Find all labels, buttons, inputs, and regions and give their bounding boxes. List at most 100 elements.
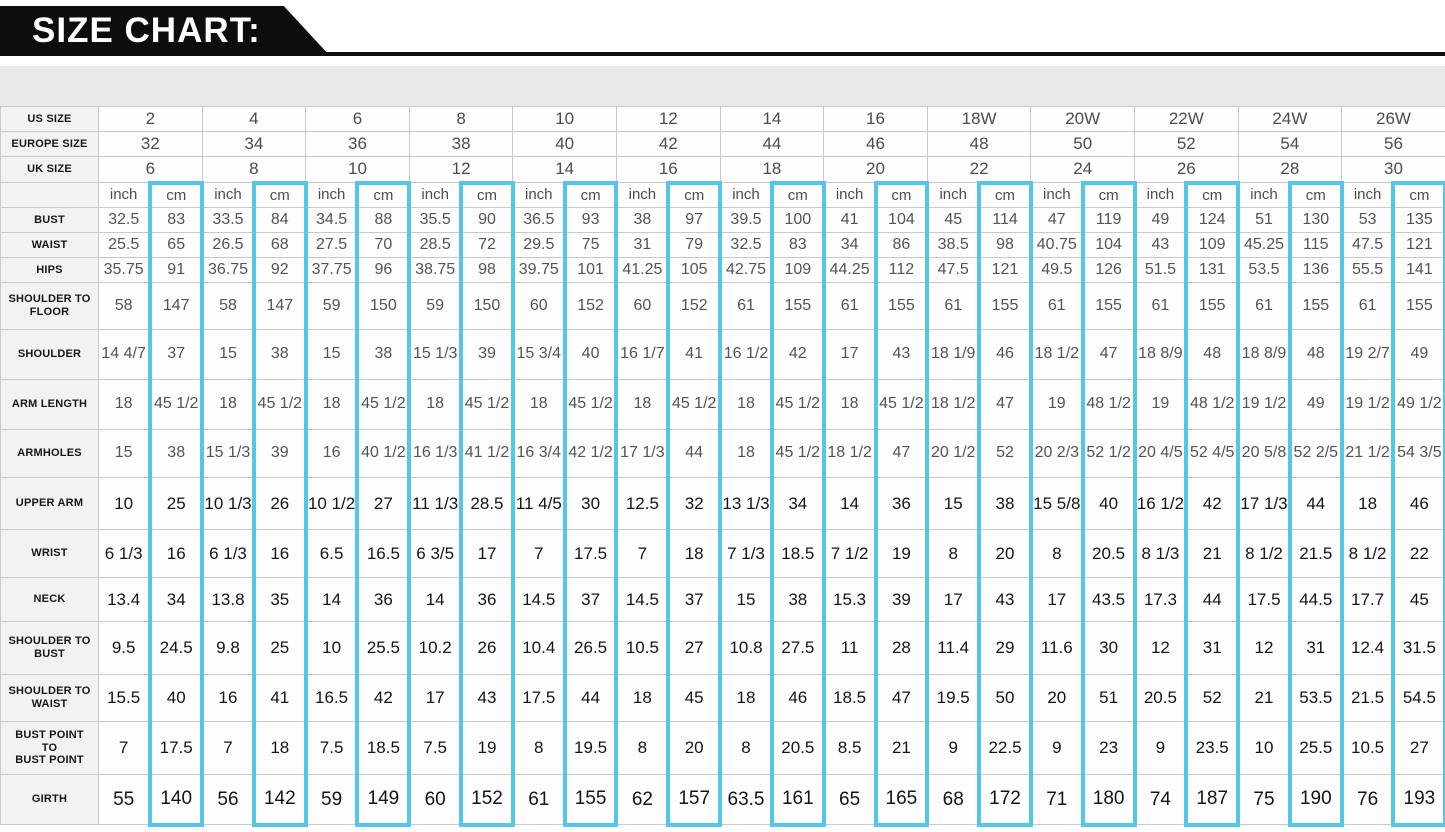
measurement-cm-cell: 52 4/5: [1184, 429, 1241, 478]
measurement-inch-cell: 41.25: [615, 257, 669, 283]
measurement-cm-cell: 155: [769, 282, 826, 330]
unit-cm-cell: cm: [459, 180, 515, 208]
measurement-cm-cell: 52: [1184, 674, 1241, 722]
measurement-inch-cell: 18: [719, 429, 773, 478]
measurement-cm-cell: 152: [562, 282, 619, 330]
measurement-inch-cell: 18: [305, 379, 358, 430]
measurement-cm-cell: 100: [769, 207, 826, 233]
unit-inch-cell: inch: [1134, 182, 1187, 208]
measurement-cm-cell: 36: [873, 477, 930, 530]
measurement-inch-cell: 14: [305, 577, 358, 622]
measurement-cm-cell: 27: [355, 477, 412, 530]
row-label: WRIST: [0, 529, 99, 578]
measurement-inch-cell: 32.5: [719, 232, 773, 258]
measurement-cm-cell: 45 1/2: [251, 379, 308, 430]
measurement-inch-cell: 38: [615, 207, 669, 233]
measurement-inch-cell: 56: [201, 774, 255, 825]
measurement-inch-cell: 32.5: [98, 207, 151, 233]
measurement-inch-cell: 14: [408, 577, 462, 622]
row-label: SHOULDER TO FLOOR: [0, 282, 99, 330]
measurement-cm-cell: 93: [562, 207, 619, 233]
measurement-inch-cell: 35.75: [98, 257, 151, 283]
measurement-cm-cell: 44: [562, 674, 619, 722]
unit-cm-cell: cm: [769, 180, 826, 208]
row-label: SHOULDER TO BUST: [0, 621, 99, 675]
measurement-cm-cell: 112: [873, 257, 930, 283]
measurement-cm-cell: 150: [355, 282, 412, 330]
measurement-cm-cell: 45 1/2: [769, 429, 826, 478]
unit-cm-cell: cm: [977, 180, 1033, 208]
measurement-cm-cell: 152: [666, 282, 723, 330]
measurement-inch-cell: 19: [1030, 379, 1084, 430]
measurement-inch-cell: 21: [1237, 674, 1291, 722]
measurement-inch-cell: 8 1/3: [1134, 529, 1187, 578]
measurement-cm-cell: 101: [562, 257, 619, 283]
measurement-inch-cell: 18: [1341, 477, 1394, 530]
size-value-cell: 28: [1237, 156, 1343, 183]
measurement-inch-cell: 51: [1237, 207, 1291, 233]
measurement-cm-cell: 130: [1287, 207, 1344, 233]
row-label: US SIZE: [0, 106, 99, 132]
size-value-cell: 18W: [926, 106, 1032, 132]
measurement-inch-cell: 61: [1030, 282, 1084, 330]
measurement-cm-cell: 52: [977, 429, 1033, 478]
measurement-inch-cell: 61: [1341, 282, 1394, 330]
measurement-inch-cell: 9.8: [201, 621, 255, 675]
size-value-cell: 20: [823, 156, 928, 183]
measurement-inch-cell: 6 1/3: [98, 529, 151, 578]
measurement-cm-cell: 47: [873, 429, 930, 478]
measurement-row: SHOULDER 14 4/7 37 15 38 15 38 15 1/3 39 15 3/4 40…: [0, 329, 1445, 380]
measurement-inch-cell: 18 1/2: [1030, 329, 1084, 380]
measurement-cm-cell: 152: [459, 774, 515, 827]
measurement-inch-cell: 18 1/2: [823, 429, 876, 478]
size-value-cell: 8: [408, 106, 514, 132]
measurement-inch-cell: 20 1/2: [926, 429, 980, 478]
measurement-cm-cell: 51: [1080, 674, 1137, 722]
measurement-cm-cell: 25.5: [355, 621, 412, 675]
size-value-cell: 14: [719, 106, 825, 132]
measurement-cm-cell: 25: [148, 477, 205, 530]
measurement-cm-cell: 31.5: [1391, 621, 1445, 675]
measurement-inch-cell: 8: [719, 721, 773, 775]
size-value-cell: 30: [1341, 156, 1445, 183]
measurement-cm-cell: 90: [459, 207, 515, 233]
measurement-inch-cell: 12.4: [1341, 621, 1394, 675]
size-value-cell: 56: [1341, 131, 1445, 157]
measurement-inch-cell: 60: [512, 282, 566, 330]
measurement-cm-cell: 119: [1080, 207, 1137, 233]
measurement-inch-cell: 10.5: [615, 621, 669, 675]
measurement-inch-cell: 59: [305, 282, 358, 330]
measurement-cm-cell: 45: [666, 674, 723, 722]
size-header-row: US SIZE 2 4 6 8 10 12 14 16 18W 20W 22W 24W 26W: [0, 106, 1445, 132]
size-value-cell: 52: [1134, 131, 1239, 157]
size-value-cell: 14: [512, 156, 617, 183]
size-value-cell: 46: [823, 131, 928, 157]
measurement-inch-cell: 15: [98, 429, 151, 478]
measurement-cm-cell: 26: [251, 477, 308, 530]
measurement-inch-cell: 7: [615, 529, 669, 578]
measurement-inch-cell: 60: [615, 282, 669, 330]
measurement-inch-cell: 19: [1134, 379, 1187, 430]
measurement-cm-cell: 37: [148, 329, 205, 380]
size-value-cell: 26W: [1341, 106, 1445, 132]
measurement-cm-cell: 19: [459, 721, 515, 775]
measurement-inch-cell: 61: [823, 282, 876, 330]
measurement-inch-cell: 8: [512, 721, 566, 775]
measurement-inch-cell: 49.5: [1030, 257, 1084, 283]
unit-inch-cell: inch: [512, 182, 566, 208]
measurement-cm-cell: 45 1/2: [873, 379, 930, 430]
measurement-cm-cell: 38: [977, 477, 1033, 530]
measurement-inch-cell: 16 1/3: [408, 429, 462, 478]
unit-cm-cell: cm: [1184, 180, 1241, 208]
measurement-cm-cell: 190: [1287, 774, 1344, 827]
measurement-cm-cell: 52 1/2: [1080, 429, 1137, 478]
measurement-cm-cell: 36: [459, 577, 515, 622]
row-label-empty: [0, 182, 99, 208]
measurement-cm-cell: 20: [977, 529, 1033, 578]
measurement-cm-cell: 68: [251, 232, 308, 258]
measurement-cm-cell: 45 1/2: [148, 379, 205, 430]
measurement-cm-cell: 31: [1184, 621, 1241, 675]
measurement-cm-cell: 26: [459, 621, 515, 675]
size-value-cell: 2: [98, 106, 203, 132]
